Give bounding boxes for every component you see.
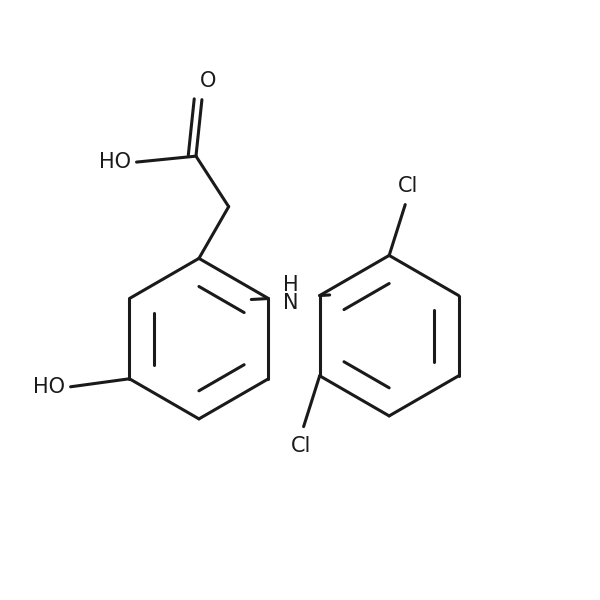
Text: O: O [200,71,216,91]
Text: Cl: Cl [290,436,311,455]
Text: HO: HO [32,377,65,397]
Text: HO: HO [98,152,131,172]
Text: H
N: H N [283,275,299,313]
Text: Cl: Cl [398,176,418,196]
